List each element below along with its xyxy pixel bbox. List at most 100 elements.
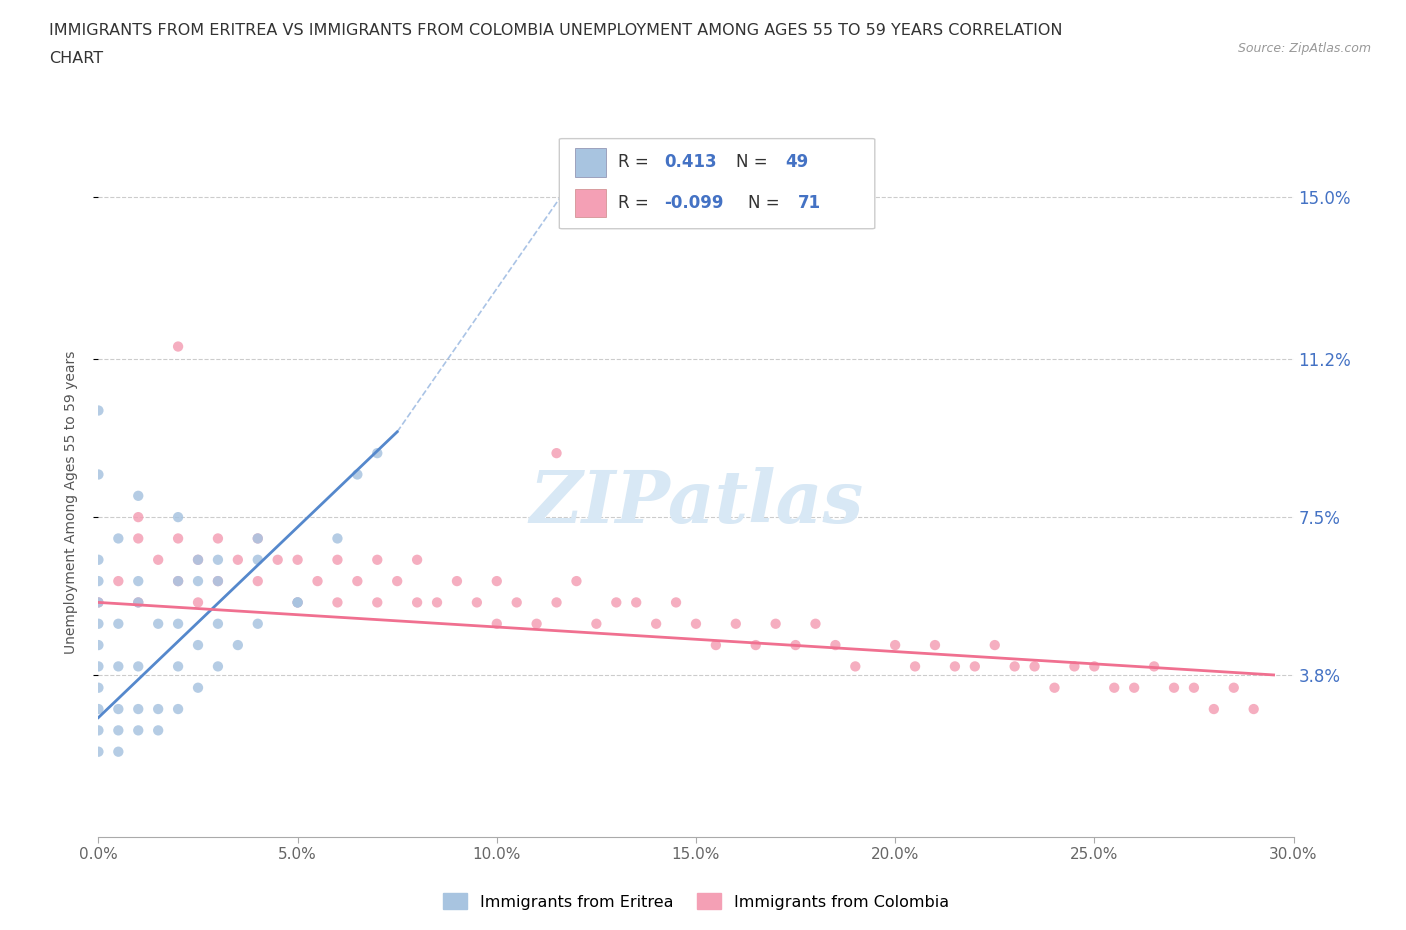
Text: CHART: CHART	[49, 51, 103, 66]
Point	[326, 595, 349, 610]
Point	[844, 659, 866, 674]
Point	[984, 638, 1007, 653]
Point	[307, 574, 329, 589]
Point	[246, 531, 269, 546]
Point	[287, 595, 309, 610]
Point	[167, 574, 190, 589]
Point	[187, 595, 209, 610]
Point	[704, 638, 727, 653]
Point	[107, 531, 129, 546]
Point	[187, 552, 209, 567]
Text: 49: 49	[785, 153, 808, 171]
Bar	[575, 189, 606, 218]
Point	[366, 445, 388, 460]
Point	[167, 531, 190, 546]
Point	[585, 617, 607, 631]
Point	[1202, 701, 1225, 716]
Point	[366, 552, 388, 567]
Point	[127, 659, 149, 674]
Text: 0.413: 0.413	[665, 153, 717, 171]
Point	[446, 574, 468, 589]
Point	[87, 595, 110, 610]
Point	[605, 595, 627, 610]
Point	[943, 659, 966, 674]
Point	[745, 638, 768, 653]
Text: Source: ZipAtlas.com: Source: ZipAtlas.com	[1237, 42, 1371, 55]
Point	[127, 574, 149, 589]
Point	[546, 595, 568, 610]
Point	[148, 723, 170, 737]
Point	[127, 595, 149, 610]
Point	[87, 403, 110, 418]
Point	[226, 638, 249, 653]
Point	[107, 659, 129, 674]
Point	[824, 638, 846, 653]
Point	[546, 445, 568, 460]
Point	[167, 701, 190, 716]
Point	[685, 617, 707, 631]
Point	[167, 574, 190, 589]
Point	[87, 552, 110, 567]
Text: ZIPatlas: ZIPatlas	[529, 467, 863, 538]
Point	[87, 659, 110, 674]
Point	[87, 680, 110, 695]
Point	[485, 574, 508, 589]
Point	[246, 531, 269, 546]
Point	[87, 723, 110, 737]
Point	[785, 638, 807, 653]
Point	[127, 531, 149, 546]
Point	[1222, 680, 1246, 695]
Point	[87, 638, 110, 653]
Point	[1083, 659, 1105, 674]
Point	[148, 617, 170, 631]
Point	[107, 744, 129, 759]
Point	[246, 552, 269, 567]
Point	[127, 701, 149, 716]
Point	[246, 574, 269, 589]
Point	[406, 595, 429, 610]
Point	[924, 638, 946, 653]
Point	[226, 552, 249, 567]
Point	[724, 617, 747, 631]
Point	[148, 552, 170, 567]
Point	[1043, 680, 1066, 695]
Text: R =: R =	[619, 194, 654, 212]
Point	[127, 723, 149, 737]
Text: 71: 71	[797, 194, 821, 212]
Point	[366, 595, 388, 610]
Point	[1024, 659, 1046, 674]
Point	[287, 595, 309, 610]
Point	[187, 552, 209, 567]
Point	[207, 574, 229, 589]
Point	[246, 617, 269, 631]
Point	[326, 552, 349, 567]
Point	[87, 574, 110, 589]
Text: N =: N =	[748, 194, 785, 212]
Point	[963, 659, 986, 674]
Point	[565, 574, 588, 589]
Point	[645, 617, 668, 631]
Point	[1102, 680, 1125, 695]
Point	[287, 595, 309, 610]
FancyBboxPatch shape	[560, 139, 875, 229]
Point	[765, 617, 787, 631]
Point	[1004, 659, 1026, 674]
Point	[207, 659, 229, 674]
Point	[465, 595, 488, 610]
Point	[426, 595, 449, 610]
Point	[346, 574, 368, 589]
Point	[127, 595, 149, 610]
Point	[804, 617, 827, 631]
Point	[884, 638, 907, 653]
Point	[665, 595, 688, 610]
Text: R =: R =	[619, 153, 654, 171]
Point	[167, 617, 190, 631]
Point	[526, 617, 548, 631]
Bar	[575, 148, 606, 177]
Point	[346, 467, 368, 482]
Point	[187, 638, 209, 653]
Point	[148, 701, 170, 716]
Point	[207, 574, 229, 589]
Point	[287, 552, 309, 567]
Text: IMMIGRANTS FROM ERITREA VS IMMIGRANTS FROM COLOMBIA UNEMPLOYMENT AMONG AGES 55 T: IMMIGRANTS FROM ERITREA VS IMMIGRANTS FR…	[49, 23, 1063, 38]
